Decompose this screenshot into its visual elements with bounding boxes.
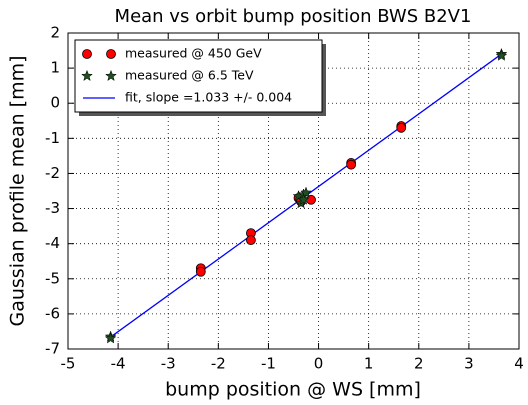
x-tick-label: -3 (161, 355, 176, 373)
x-tick-label: 0 (314, 355, 324, 373)
plot-frame (67, 32, 520, 350)
data-point (297, 193, 310, 205)
data-point (104, 332, 117, 344)
y-tick-label: -5 (45, 269, 60, 287)
y-tick-label: -3 (45, 199, 60, 217)
legend-label: fit, slope =1.033 +/- 0.004 (125, 90, 292, 105)
legend-marker (81, 69, 93, 82)
chart-title: Mean vs orbit bump position BWS B2V1 (115, 6, 472, 27)
data-point (396, 122, 407, 133)
data-point (195, 266, 206, 277)
x-tick-label: -2 (211, 355, 226, 373)
legend: measured @ 450 GeV measured @ 6.5 TeV fit,… (74, 39, 326, 116)
y-tick-label: -4 (45, 234, 60, 252)
legend-marker (106, 49, 116, 59)
legend-marker (82, 49, 92, 59)
y-tick-label: -6 (45, 304, 60, 322)
y-tick-label: 1 (50, 59, 60, 77)
data-point (300, 186, 312, 198)
y-tick-label: 2 (50, 24, 60, 42)
x-axis-label: bump position @ WS [mm] (165, 379, 421, 401)
x-tick-label: 2 (414, 355, 424, 373)
data-point (306, 194, 316, 205)
x-tick-label: 3 (464, 355, 474, 373)
legend-box (74, 39, 323, 113)
y-tick-label: 0 (50, 94, 60, 112)
y-tick-label: -1 (45, 129, 60, 147)
x-tick-label: 4 (514, 355, 524, 373)
y-tick-label: -7 (45, 340, 60, 358)
x-tick-label: 1 (364, 355, 374, 373)
y-tick-label: -2 (45, 164, 60, 182)
y-axis-label: Gaussian profile mean [mm] (7, 55, 29, 326)
data-point (346, 159, 357, 170)
data-point (246, 235, 256, 246)
x-tick-label: -4 (111, 355, 126, 373)
x-tick-label: -1 (261, 355, 276, 373)
x-tick-label: -5 (61, 355, 76, 373)
legend-marker (105, 69, 117, 82)
data-point (495, 49, 508, 61)
legend-label: measured @ 6.5 TeV (125, 68, 254, 83)
legend-label: measured @ 450 GeV (125, 46, 262, 61)
